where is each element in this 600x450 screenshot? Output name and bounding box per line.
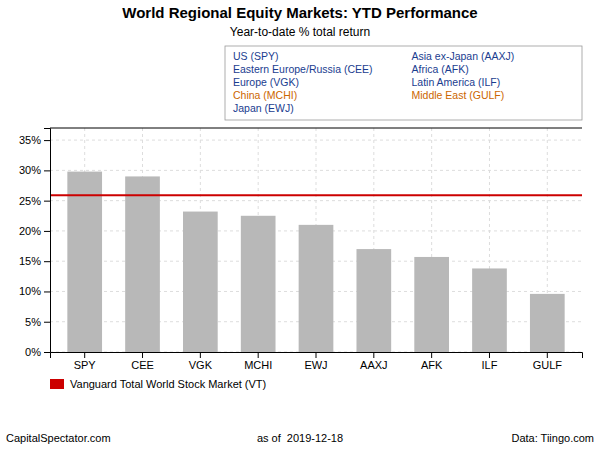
bar <box>356 249 391 352</box>
legend-swatch <box>50 379 64 389</box>
tick-label: 25% <box>19 195 41 207</box>
tick: 35% <box>19 134 50 146</box>
tick-label: CEE <box>131 359 154 371</box>
tick-mark <box>84 352 85 358</box>
tick: MCHI <box>244 352 272 371</box>
tick: VGK <box>189 352 213 371</box>
tick: EWJ <box>304 352 327 371</box>
tick-mark <box>373 352 374 358</box>
tick: AFK <box>421 352 443 371</box>
tick: AAXJ <box>360 352 388 371</box>
subtitle: Year-to-date % total return <box>230 25 370 39</box>
annotation-box <box>225 46 582 120</box>
tick-label: 20% <box>19 225 41 237</box>
reference-line <box>50 194 582 196</box>
tick-mark <box>547 352 548 358</box>
axis-line <box>44 129 51 353</box>
tick-mark <box>489 352 490 358</box>
tick-label: 35% <box>19 134 41 146</box>
bar <box>414 257 449 352</box>
tick-mark <box>44 261 50 262</box>
tick: GULF <box>533 352 563 371</box>
annotation: Latin America (ILF) <box>412 76 501 88</box>
tick: 15% <box>19 255 50 267</box>
annotation: US (SPY) <box>233 50 279 62</box>
tick-mark <box>200 352 201 358</box>
bars <box>67 172 564 352</box>
tick-mark <box>44 352 50 353</box>
annotation: Japan (EWJ) <box>233 102 294 114</box>
legend: Vanguard Total World Stock Market (VT) <box>50 378 266 390</box>
tick: 30% <box>19 164 50 176</box>
tick-mark <box>44 291 50 292</box>
tick-mark <box>258 352 259 358</box>
annotation: China (MCHI) <box>233 89 297 101</box>
tick-label: 15% <box>19 255 41 267</box>
tick-label: 30% <box>19 164 41 176</box>
tick-label: VGK <box>189 359 213 371</box>
tick: CEE <box>131 352 154 371</box>
tick-mark <box>44 231 50 232</box>
bar <box>67 172 102 352</box>
tick-mark <box>142 352 143 358</box>
footer: CapitalSpectator.com <box>6 432 111 444</box>
bar <box>241 216 276 352</box>
frame-line <box>50 128 582 129</box>
grid <box>50 128 582 352</box>
tick-mark <box>44 170 50 171</box>
annotation: Middle East (GULF) <box>412 89 505 101</box>
annotation: Eastern Europe/Russia (CEE) <box>233 63 372 75</box>
legend-label: Vanguard Total World Stock Market (VT) <box>70 378 266 390</box>
tick-label: ILF <box>482 359 498 371</box>
title: World Regional Equity Markets: YTD Perfo… <box>122 4 477 21</box>
tick-label: EWJ <box>304 359 327 371</box>
chart: World Regional Equity Markets: YTD Perfo… <box>0 0 600 450</box>
x-axis: SPY CEE VGK MCHI EWJ AAXJ AFK ILF GULF <box>51 352 583 371</box>
annotation: Africa (AFK) <box>412 63 469 75</box>
tick: 5% <box>25 316 50 328</box>
tick-mark <box>44 201 50 202</box>
y-axis: 0% 5% 10% 15% 20% 25% 30% 35% <box>19 129 51 359</box>
bar <box>472 268 507 352</box>
tick-mark <box>316 352 317 358</box>
bar <box>125 176 160 352</box>
footer: as of 2019-12-18 <box>257 432 343 444</box>
tick-label: 5% <box>25 316 41 328</box>
tick-mark <box>44 140 50 141</box>
footer: Data: Tiingo.com <box>511 432 594 444</box>
tick-label: MCHI <box>244 359 272 371</box>
tick: SPY <box>74 352 97 371</box>
tick: 25% <box>19 195 50 207</box>
plot-area <box>50 128 582 352</box>
tick-label: 10% <box>19 285 41 297</box>
tick-label: SPY <box>74 359 97 371</box>
bar <box>530 294 565 352</box>
annotation: Europe (VGK) <box>233 76 299 88</box>
tick-mark <box>431 352 432 358</box>
tick: 20% <box>19 225 50 237</box>
bar <box>299 225 334 352</box>
axis-line <box>51 353 583 359</box>
annotation: Asia ex-Japan (AAXJ) <box>412 50 515 62</box>
tick-mark <box>44 322 50 323</box>
tick-label: GULF <box>533 359 563 371</box>
tick: ILF <box>482 352 498 371</box>
tick: 0% <box>25 346 50 358</box>
tick-label: AAXJ <box>360 359 388 371</box>
tick-label: AFK <box>421 359 443 371</box>
bar <box>183 212 218 352</box>
tick: 10% <box>19 285 50 297</box>
tick-label: 0% <box>25 346 41 358</box>
